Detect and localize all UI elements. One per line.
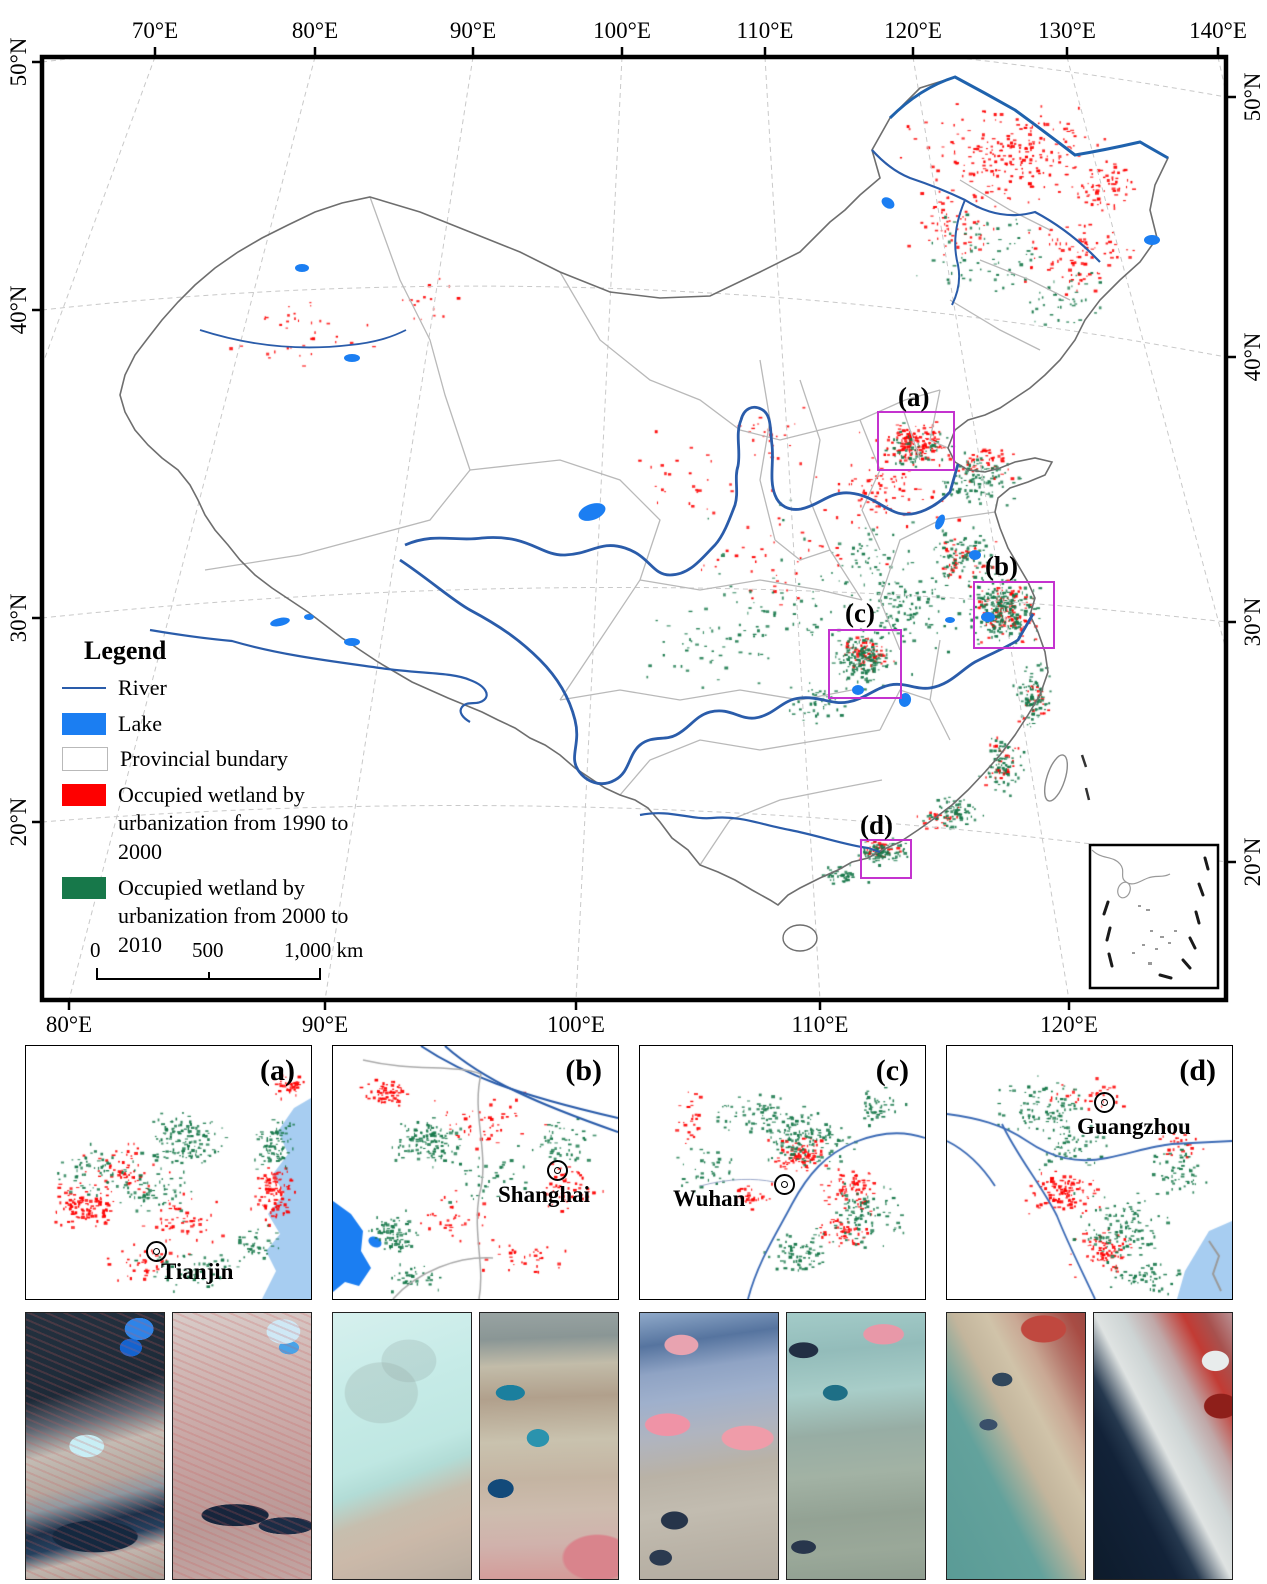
region-label-a: (a) [898,382,929,412]
legend-label: Occupied wetland by urbanization from 200… [118,874,349,957]
satellite-image-shanghai-2000s [479,1312,619,1580]
legend-item-provincial-boundary: Provincial bundary [62,745,392,774]
satellite-image-tianjin-1990s [25,1312,165,1580]
legend-item-lake: Lake [62,710,392,739]
axis-label: 90°E [302,1012,348,1037]
city-marker [1094,1092,1115,1113]
provincial-boundaries [204,179,1071,866]
region-label-d: (d) [860,810,893,840]
axis-label: 110°E [792,1012,849,1037]
rivers [149,75,1169,854]
south-china-sea-inset [1088,843,1220,990]
city-label: Guangzhou [1077,1114,1191,1139]
graticule [44,59,1224,998]
left-axis-labels: 50°N 40°N 30°N 20°N [6,37,31,846]
panel-canvas [947,1046,1232,1299]
axis-label: 20°N [1240,837,1265,886]
wetland-speckle-canvas [0,0,1267,1040]
city-label: Tianjin [161,1259,234,1284]
legend-item-occupied-2000-2010: Occupied wetland by urbanization from 200… [62,874,392,960]
panel-tianjin: (a) Tianjin [25,1045,312,1300]
satellite-image-tianjin-2000s [172,1312,312,1580]
provincial-boundary-swatch [62,747,108,772]
highlight-boxes [828,411,1055,879]
region-label-b: (b) [985,551,1018,581]
axis-label: 50°N [1240,72,1265,121]
panel-letter: (a) [260,1054,295,1087]
river-line-swatch [62,687,106,690]
panel-wuhan: (c) Wuhan [639,1045,926,1300]
axis-label: 110°E [737,18,794,43]
legend-label: Occupied wetland by urbanization from 199… [118,781,349,864]
city-label: Shanghai [498,1182,591,1207]
axis-label: 100°E [593,18,651,43]
axis-label: 40°N [6,285,31,334]
china-map: (a) (b) (c) (d) [6,18,1265,1037]
panel-shanghai: (b) Shanghai [332,1045,619,1300]
right-axis-labels: 50°N 40°N 30°N 20°N [1240,72,1265,886]
scale-label-500: 500 [192,938,224,962]
top-axis-labels: 70°E 80°E 90°E 100°E 110°E 120°E 130°E 1… [132,18,1247,43]
axis-label: 20°N [6,797,31,846]
axis-label: 90°E [450,18,496,43]
scale-bar-line [96,968,321,980]
axis-label: 80°E [46,1012,92,1037]
satellite-image-guangzhou-1990s [946,1312,1086,1580]
panel-guangzhou: (d) Guangzhou [946,1045,1233,1300]
axis-label: 100°E [547,1012,605,1037]
occupied-1990-swatch [62,783,106,806]
axis-ticks [32,47,1236,1010]
satellite-image-shanghai-1990s [332,1312,472,1580]
scale-label-0: 0 [90,938,101,962]
bottom-axis-labels: 80°E 90°E 100°E 110°E 120°E [46,1012,1098,1037]
scale-bar: 0 500 1,000 km [88,938,378,988]
axis-label: 130°E [1038,18,1096,43]
panel-canvas [640,1046,925,1299]
panel-letter: (c) [875,1054,909,1087]
city-marker [547,1160,568,1181]
satellite-image-guangzhou-2000s [1093,1312,1233,1580]
legend: Legend River Lake Provincial bundary Occ… [62,636,392,966]
axis-label: 70°E [132,18,178,43]
panel-letter: (b) [565,1054,602,1087]
legend-item-river: River [62,674,392,703]
axis-label: 80°E [292,18,338,43]
legend-label: Provincial bundary [120,746,289,772]
axis-label: 40°N [1240,332,1265,381]
axis-label: 30°N [6,593,31,642]
panel-letter: (d) [1179,1054,1216,1087]
city-marker [774,1174,795,1195]
legend-item-occupied-1990-2000: Occupied wetland by urbanization from 199… [62,781,392,867]
legend-title: Legend [84,636,167,665]
lakes [270,197,1160,707]
city-marker [146,1241,167,1262]
axis-label: 120°E [1040,1012,1098,1037]
satellite-image-wuhan-1990s [639,1312,779,1580]
axis-label: 140°E [1189,18,1247,43]
axis-label: 50°N [6,37,31,86]
panel-canvas [26,1046,311,1299]
legend-label: River [118,675,167,700]
occupied-2000-swatch [62,876,106,899]
axis-label: 30°N [1240,597,1265,646]
lake-swatch [62,712,106,735]
satellite-image-wuhan-2000s [786,1312,926,1580]
legend-label: Lake [118,710,162,736]
map-frame [39,54,1229,1003]
scale-label-1000km: 1,000 km [284,938,364,962]
city-label: Wuhan [673,1186,746,1211]
panel-canvas [333,1046,618,1299]
axis-label: 120°E [884,18,942,43]
region-label-c: (c) [845,598,875,628]
